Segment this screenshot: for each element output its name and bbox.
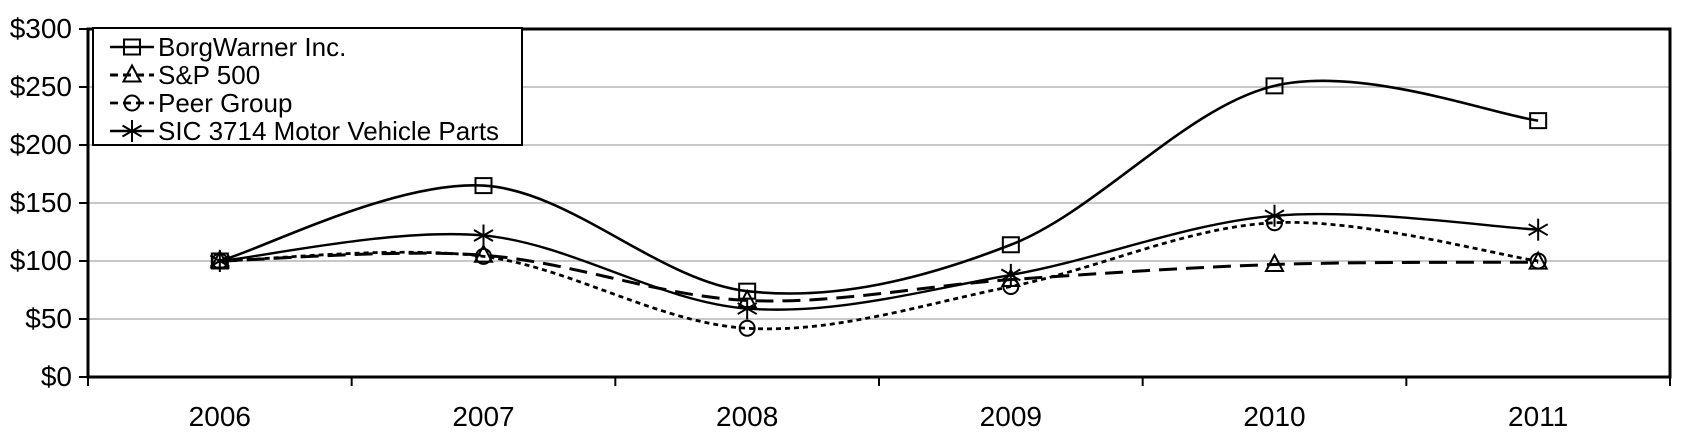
triangle-marker-icon bbox=[121, 63, 143, 83]
legend-label-sp500: S&P 500 bbox=[158, 60, 261, 90]
x-axis-tick-label: 2006 bbox=[189, 401, 251, 432]
legend-item-sp500: S&P 500 bbox=[94, 61, 521, 89]
series-line-0 bbox=[219, 79, 1539, 295]
y-axis-tick-label: $200 bbox=[10, 129, 72, 160]
chart-legend: BorgWarner Inc. S&P 500 Peer Group SIC 3… bbox=[92, 27, 523, 146]
legend-label-peer-group: Peer Group bbox=[158, 88, 293, 118]
legend-marker-circle-icon bbox=[110, 94, 154, 112]
legend-marker-asterisk-icon bbox=[110, 120, 154, 142]
x-axis-tick-label: 2011 bbox=[1508, 401, 1568, 432]
circle-marker-icon bbox=[475, 247, 492, 265]
legend-label-sic3714: SIC 3714 Motor Vehicle Parts bbox=[158, 116, 500, 146]
y-axis-tick-label: $150 bbox=[10, 187, 72, 218]
asterisk-marker-icon bbox=[1264, 209, 1285, 223]
asterisk-marker-icon bbox=[1000, 268, 1021, 282]
triangle-marker-icon bbox=[1264, 252, 1285, 272]
circle-marker-icon bbox=[123, 94, 141, 112]
square-marker-icon bbox=[1529, 112, 1548, 130]
circle-marker-icon bbox=[1529, 252, 1547, 270]
y-axis-tick-label: $250 bbox=[10, 71, 72, 102]
square-marker-icon bbox=[1265, 77, 1284, 95]
legend-item-sic3714: SIC 3714 Motor Vehicle Parts bbox=[94, 117, 521, 145]
y-axis-tick-label: $300 bbox=[10, 13, 72, 44]
x-axis-tick-label: 2008 bbox=[716, 401, 778, 432]
x-axis-tick-label: 2007 bbox=[452, 401, 514, 432]
asterisk-marker-icon bbox=[121, 124, 143, 138]
square-marker-icon bbox=[1001, 236, 1020, 254]
y-axis-tick-label: $0 bbox=[41, 361, 72, 392]
triangle-marker-icon bbox=[473, 243, 494, 263]
asterisk-marker-icon bbox=[737, 302, 758, 315]
legend-item-peer-group: Peer Group bbox=[94, 89, 521, 117]
legend-label-borgwarner: BorgWarner Inc. bbox=[158, 32, 347, 62]
legend-marker-square-icon bbox=[110, 38, 154, 56]
square-marker-icon bbox=[123, 38, 141, 56]
series-line-3 bbox=[219, 212, 1539, 311]
circle-marker-icon bbox=[738, 319, 756, 337]
legend-marker-triangle-icon bbox=[110, 63, 154, 83]
x-axis-tick-label: 2009 bbox=[980, 401, 1042, 432]
series-line-2 bbox=[219, 220, 1539, 331]
y-axis-tick-label: $100 bbox=[10, 245, 72, 276]
y-axis-tick-label: $50 bbox=[25, 303, 72, 334]
asterisk-marker-icon bbox=[473, 229, 494, 242]
square-marker-icon bbox=[474, 177, 493, 195]
x-axis-tick-label: 2010 bbox=[1243, 401, 1305, 432]
asterisk-marker-icon bbox=[209, 254, 230, 268]
legend-item-borgwarner: BorgWarner Inc. bbox=[94, 33, 521, 61]
series-line-1 bbox=[219, 251, 1539, 303]
asterisk-marker-icon bbox=[1528, 223, 1549, 237]
